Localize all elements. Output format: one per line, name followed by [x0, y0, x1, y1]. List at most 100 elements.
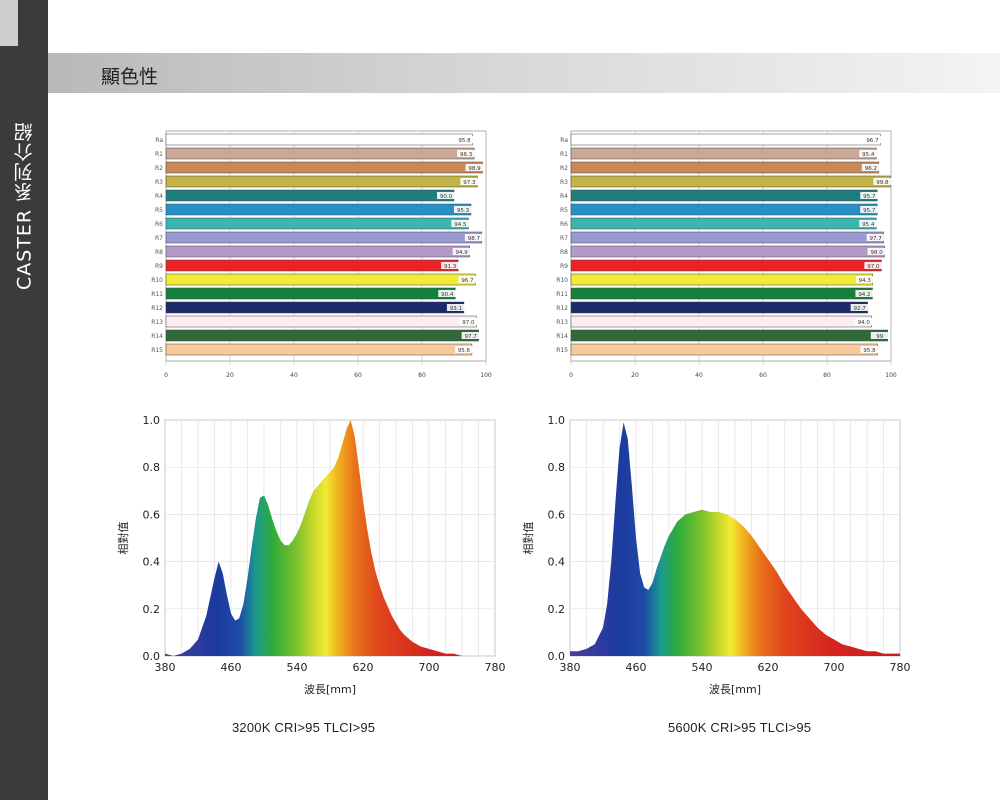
spectrum-chart-3200k: 0.0 0.2 0.4 0.6 0.8 1.0 380 460 540 620 700 780 波長[m… — [116, 414, 506, 696]
value-label-bg — [866, 234, 885, 241]
category-label: Ra — [560, 137, 568, 144]
x-tick-label: 460 — [626, 661, 647, 674]
value-label: 95.3 — [457, 208, 470, 214]
spectrum-area — [570, 422, 900, 656]
category-label: R9 — [155, 263, 163, 270]
bar — [165, 161, 483, 174]
bar — [165, 245, 470, 258]
bar — [570, 301, 868, 314]
category-label: R11 — [556, 291, 568, 298]
value-label: 94.3 — [859, 278, 872, 284]
value-label: 95.6 — [458, 348, 471, 354]
bar — [165, 147, 475, 160]
bar — [165, 217, 469, 230]
value-label: 99.8 — [876, 180, 889, 186]
value-label-bg — [441, 262, 460, 269]
spectrum-area — [165, 420, 487, 656]
y-axis-label: 相對值 — [521, 522, 535, 555]
category-label: R3 — [560, 179, 568, 186]
x-tick-label: 540 — [287, 661, 308, 674]
bar — [570, 189, 878, 202]
value-label: 95.8 — [863, 348, 876, 354]
page-title: 顯色性 — [101, 66, 159, 88]
bar — [165, 287, 456, 300]
y-tick-label: 0.4 — [143, 556, 161, 569]
category-label: R1 — [155, 151, 163, 158]
value-label-bg — [850, 304, 869, 311]
category-label: R13 — [151, 319, 163, 326]
y-tick-label: 0.8 — [143, 461, 161, 474]
value-label-bg — [860, 192, 879, 199]
x-tick-label: 620 — [758, 661, 779, 674]
value-label-bg — [861, 164, 880, 171]
category-label: R12 — [556, 305, 568, 312]
category-label: R9 — [560, 263, 568, 270]
value-label-bg — [855, 290, 874, 297]
value-label: 97.3 — [463, 180, 476, 186]
value-label: 96.2 — [865, 166, 877, 172]
value-label: 97.0 — [867, 264, 880, 270]
bar — [165, 203, 472, 216]
value-label-bg — [452, 248, 471, 255]
value-label-bg — [859, 220, 878, 227]
sidebar: CASTER 系列介紹 — [0, 0, 48, 800]
value-label-bg — [867, 248, 886, 255]
value-label: 90.0 — [440, 194, 453, 200]
bar — [570, 259, 882, 272]
cri-bar-chart-3200k: 0 20 40 60 80 100 Ra 95.8 R1 96.3 R2 98.9 R3 97.3 R4 90… — [151, 130, 492, 379]
value-label: 97.7 — [465, 334, 478, 340]
value-label: 94.2 — [858, 292, 870, 298]
bar — [165, 329, 479, 342]
category-label: R14 — [151, 333, 163, 340]
category-label: R10 — [151, 277, 163, 284]
value-label-bg — [438, 290, 457, 297]
value-label-bg — [464, 234, 483, 241]
value-label-bg — [455, 136, 474, 143]
category-label: R5 — [155, 207, 163, 214]
category-label: R10 — [556, 277, 568, 284]
value-label-bg — [859, 150, 878, 157]
value-label-bg — [446, 304, 465, 311]
value-label-bg — [870, 332, 889, 339]
value-label: 92.7 — [854, 306, 867, 312]
bar — [570, 147, 877, 160]
value-label-bg — [855, 276, 874, 283]
value-label: 91.3 — [444, 264, 457, 270]
category-label: R6 — [560, 221, 568, 228]
category-label: Ra — [155, 137, 163, 144]
tick-label: 0 — [164, 372, 168, 379]
bar — [570, 287, 873, 300]
y-tick-label: 0.4 — [548, 556, 566, 569]
category-label: R1 — [560, 151, 568, 158]
value-label: 94.5 — [454, 222, 467, 228]
value-label-bg — [460, 178, 479, 185]
tick-label: 60 — [759, 372, 767, 379]
value-label-bg — [854, 318, 873, 325]
value-label-bg — [461, 332, 480, 339]
y-tick-label: 0.2 — [548, 603, 566, 616]
y-tick-label: 0.0 — [548, 650, 566, 663]
bar — [570, 273, 874, 286]
cri-bar-chart-5600k: 0 20 40 60 80 100 Ra 96.7 R1 95.4 R2 96.2 R3 99.8 R4 95… — [556, 130, 897, 379]
value-label: 95.7 — [863, 208, 876, 214]
x-tick-label: 700 — [824, 661, 845, 674]
tick-label: 100 — [885, 372, 897, 379]
value-label: 95.7 — [863, 194, 876, 200]
bar — [165, 189, 455, 202]
x-axis-label: 波長[mm] — [709, 683, 761, 696]
x-tick-label: 460 — [221, 661, 242, 674]
value-label-bg — [437, 192, 455, 199]
bar — [165, 315, 477, 328]
value-label: 93.1 — [450, 306, 462, 312]
bar — [570, 329, 889, 342]
tick-label: 0 — [569, 372, 573, 379]
x-tick-label: 700 — [419, 661, 440, 674]
tick-label: 80 — [823, 372, 831, 379]
category-label: R7 — [560, 235, 568, 242]
value-label-bg — [459, 318, 478, 325]
bar — [165, 133, 473, 146]
tick-label: 40 — [290, 372, 298, 379]
tick-label: 100 — [480, 372, 492, 379]
value-label-bg — [465, 164, 484, 171]
value-label-bg — [453, 206, 472, 213]
